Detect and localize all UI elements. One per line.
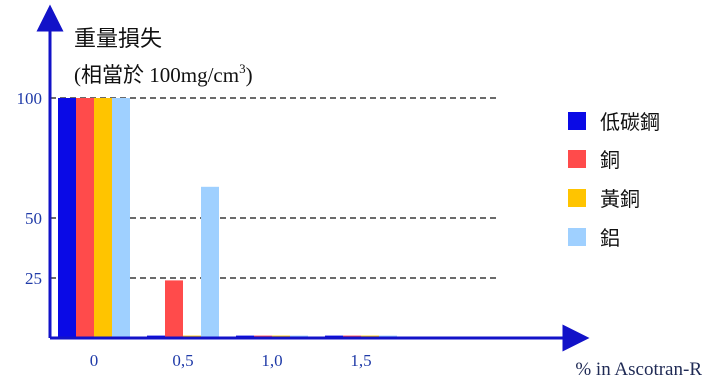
- chart-subtitle-prefix: (相當於 100mg/cm: [74, 63, 239, 87]
- y-tick-label: 100: [17, 89, 43, 108]
- legend-swatch: [568, 228, 586, 246]
- legend-swatch: [568, 112, 586, 130]
- x-tick-label: 0: [90, 351, 99, 370]
- bar-1-cat-1: [58, 98, 76, 338]
- legend-label: 黃銅: [600, 187, 640, 211]
- chart-subtitle-superscript: 3: [239, 61, 246, 76]
- bar-3-cat-1: [94, 98, 112, 338]
- chart-subtitle: (相當於 100mg/cm3): [74, 61, 253, 87]
- y-tick-label: 25: [25, 269, 42, 288]
- legend-label: 銅: [600, 148, 620, 172]
- legend-label: 低碳鋼: [600, 110, 660, 134]
- bar-2-cat-2: [165, 280, 183, 338]
- legend-swatch: [568, 189, 586, 207]
- bar-2-cat-1: [76, 98, 94, 338]
- bar-4-cat-2: [201, 186, 219, 338]
- y-tick-label: 50: [25, 209, 42, 228]
- x-tick-labels: 0 0,5 1,0 1,5: [90, 351, 372, 370]
- x-tick-label: 0,5: [172, 351, 193, 370]
- legend-swatch: [568, 150, 586, 168]
- legend-label: 鋁: [600, 226, 620, 250]
- bars-layer: [58, 98, 397, 338]
- bar-4-cat-1: [112, 98, 130, 338]
- x-tick-label: 1,0: [261, 351, 282, 370]
- x-axis-label: % in Ascotran-R: [575, 359, 702, 380]
- y-tick-labels: 100 50 25: [17, 89, 43, 288]
- chart-title: 重量損失: [74, 27, 162, 52]
- x-tick-label: 1,5: [350, 351, 371, 370]
- chart-subtitle-suffix: ): [246, 63, 253, 87]
